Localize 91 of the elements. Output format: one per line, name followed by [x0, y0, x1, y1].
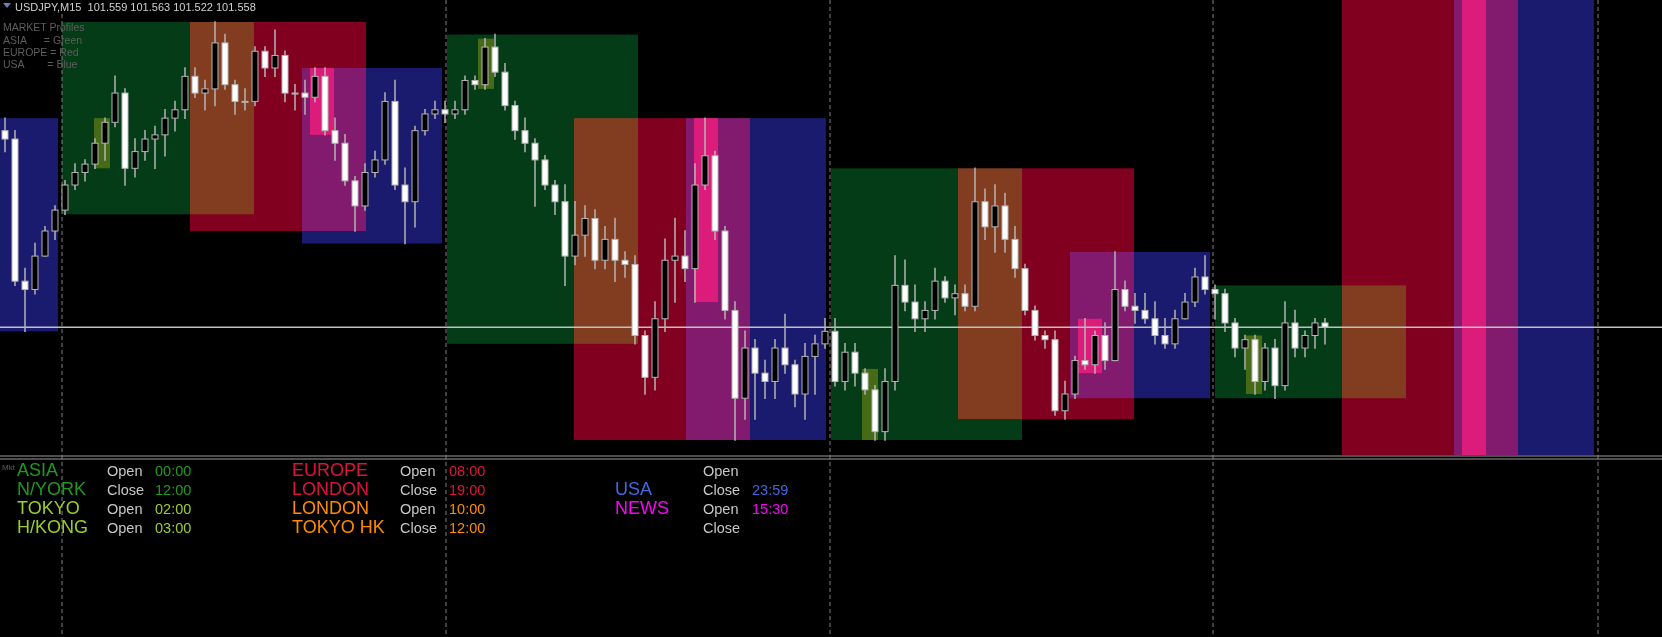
text: LONDON — [292, 479, 370, 499]
candlestick — [851, 343, 859, 387]
candlestick — [991, 184, 999, 253]
candlestick — [371, 150, 379, 178]
candlestick — [941, 276, 949, 303]
candlestick — [1121, 280, 1129, 312]
candlestick — [431, 100, 439, 119]
text: USA — [615, 479, 653, 499]
text: Open — [400, 463, 436, 479]
text: Open — [400, 501, 436, 517]
candlestick — [681, 230, 689, 282]
text: Open — [107, 501, 143, 517]
text: Close — [107, 482, 145, 498]
text: ASIA — [17, 460, 59, 480]
text: H/KONG — [17, 517, 89, 537]
candlestick — [951, 284, 959, 316]
text: 15:30 — [752, 501, 789, 517]
text: Close — [400, 482, 438, 498]
candlestick — [761, 359, 769, 399]
candlestick — [241, 88, 249, 111]
text: Close — [703, 520, 741, 536]
candlestick — [311, 67, 319, 103]
candlestick — [441, 100, 449, 124]
candlestick — [811, 334, 819, 395]
text: 12:00 — [449, 520, 486, 536]
text: Close — [703, 482, 741, 498]
text: EUROPE — [292, 460, 369, 480]
candlestick — [331, 117, 339, 161]
text: TOKYO — [17, 498, 80, 518]
candlestick — [191, 67, 199, 98]
candlestick — [1141, 292, 1149, 324]
candlestick — [1041, 330, 1049, 349]
text: Close — [400, 520, 438, 536]
candlestick — [571, 200, 579, 266]
candlestick — [611, 217, 619, 282]
text: 12:00 — [155, 482, 192, 498]
candlestick — [101, 117, 109, 161]
candlestick — [601, 226, 609, 270]
candlestick — [271, 29, 279, 78]
chart-title: USDJPY,M15 101.559 101.563 101.522 101.558 — [15, 1, 256, 13]
text: 08:00 — [449, 463, 486, 479]
candlestick — [451, 100, 459, 119]
candlestick — [91, 138, 99, 170]
candlestick — [81, 159, 89, 182]
candlestick — [531, 138, 539, 207]
text: 23:59 — [752, 482, 789, 498]
candlestick — [1, 117, 9, 153]
text: LONDON — [292, 498, 370, 518]
text: N/YORK — [17, 479, 87, 499]
candlestick — [1181, 292, 1189, 320]
text: 10:00 — [449, 501, 486, 517]
candlestick — [421, 109, 429, 136]
text: Open — [703, 463, 739, 479]
candlestick — [1061, 380, 1069, 420]
candlestick — [1211, 284, 1219, 320]
candlestick — [291, 83, 299, 111]
candlestick — [521, 117, 529, 153]
candlestick — [131, 138, 139, 178]
candlestick — [71, 163, 79, 190]
candlestick — [581, 205, 589, 257]
candlestick — [1241, 334, 1249, 370]
candlestick — [51, 205, 59, 241]
candlestick — [671, 217, 679, 303]
candlestick — [901, 259, 909, 312]
candlestick — [261, 46, 269, 78]
candlestick — [141, 129, 149, 161]
candlestick — [201, 79, 209, 111]
candlestick — [621, 251, 629, 278]
candlestick — [1201, 255, 1209, 295]
text: TOKYO HK — [292, 517, 385, 537]
text: Open — [703, 501, 739, 517]
text: 02:00 — [155, 501, 192, 517]
candlestick — [161, 109, 169, 157]
candlestick — [1301, 330, 1309, 358]
candlestick — [551, 180, 559, 216]
candlestick — [231, 79, 239, 115]
text: 00:00 — [155, 463, 192, 479]
text: Open — [107, 463, 143, 479]
candlestick — [151, 125, 159, 170]
text: 03:00 — [155, 520, 192, 536]
candlestick — [471, 75, 479, 90]
candlestick — [1131, 292, 1139, 324]
candlestick — [961, 284, 969, 312]
text: 19:00 — [449, 482, 486, 498]
text: NEWS — [615, 498, 669, 518]
candlestick — [401, 167, 409, 245]
candlestick — [301, 79, 309, 115]
candlestick — [171, 100, 179, 132]
text: Open — [107, 520, 143, 536]
text: Mkt — [2, 463, 16, 472]
candlestick — [861, 368, 869, 395]
